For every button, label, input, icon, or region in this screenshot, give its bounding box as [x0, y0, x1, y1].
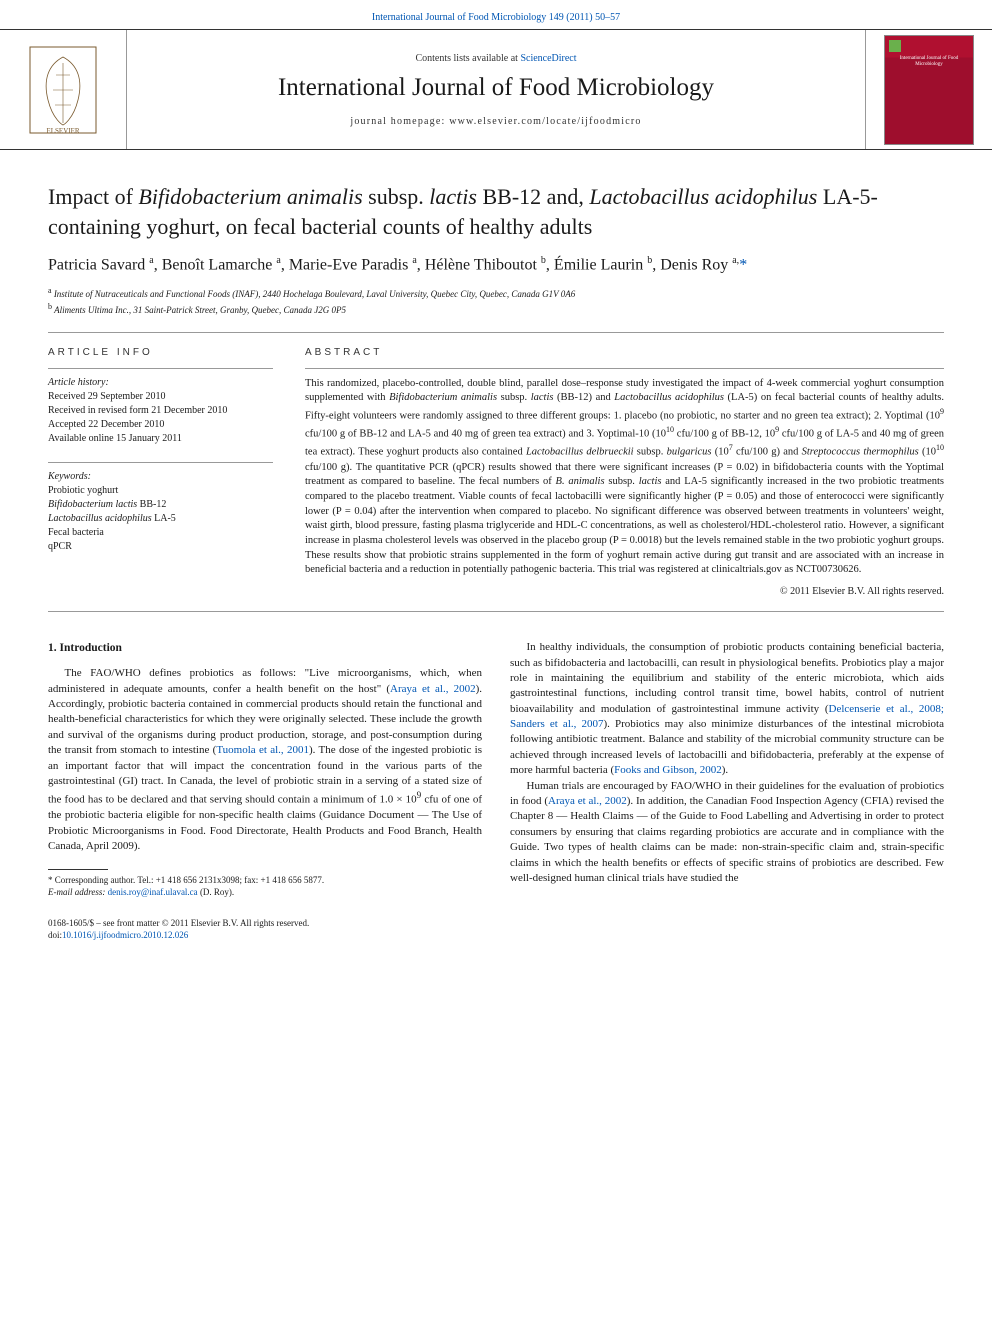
- top-citation-link[interactable]: International Journal of Food Microbiolo…: [372, 12, 620, 23]
- doi-line: doi:10.1016/j.ijfoodmicro.2010.12.026: [48, 929, 482, 942]
- footnote-separator: [48, 869, 108, 870]
- sciencedirect-link[interactable]: ScienceDirect: [520, 53, 576, 64]
- email-label: E-mail address:: [48, 887, 105, 897]
- email-line: E-mail address: denis.roy@inaf.ulaval.ca…: [48, 886, 482, 899]
- article-info-heading: ARTICLE INFO: [48, 347, 273, 358]
- journal-homepage-line: journal homepage: www.elsevier.com/locat…: [137, 116, 855, 127]
- keywords-list: Probiotic yoghurtBifidobacterium lactis …: [48, 484, 273, 554]
- rule-top: [48, 332, 944, 333]
- doi-prefix: doi:: [48, 930, 62, 940]
- affiliation-b: b Aliments Ultima Inc., 31 Saint-Patrick…: [48, 301, 944, 318]
- affiliation-a: a Institute of Nutraceuticals and Functi…: [48, 285, 944, 302]
- keywords-label: Keywords:: [48, 471, 273, 482]
- abstract-heading: ABSTRACT: [305, 347, 944, 358]
- doi-link[interactable]: 10.1016/j.ijfoodmicro.2010.12.026: [62, 930, 188, 940]
- history-accepted: Accepted 22 December 2010: [48, 418, 273, 432]
- intro-p1: The FAO/WHO defines probiotics as follow…: [48, 666, 482, 854]
- article-info-column: ARTICLE INFO Article history: Received 2…: [48, 347, 273, 597]
- front-matter-line: 0168-1605/$ – see front matter © 2011 El…: [48, 917, 482, 930]
- authors-line: Patricia Savard a, Benoît Lamarche a, Ma…: [48, 255, 944, 274]
- article-area: Impact of Bifidobacterium animalis subsp…: [0, 150, 992, 962]
- homepage-url: www.elsevier.com/locate/ijfoodmicro: [449, 116, 641, 127]
- elsevier-logo: ELSEVIER: [18, 40, 108, 140]
- email-link[interactable]: denis.roy@inaf.ulaval.ca: [108, 887, 198, 897]
- intro-p3: Human trials are encouraged by FAO/WHO i…: [510, 779, 944, 887]
- footnotes: * Corresponding author. Tel.: +1 418 656…: [48, 874, 482, 899]
- rule-bottom: [48, 611, 944, 612]
- article-history-block: Article history: Received 29 September 2…: [48, 368, 273, 446]
- top-citation-bar: International Journal of Food Microbiolo…: [0, 0, 992, 30]
- cover-thumb-caption: International Journal of Food Microbiolo…: [891, 56, 967, 68]
- bottom-matter: 0168-1605/$ – see front matter © 2011 El…: [48, 917, 482, 942]
- intro-heading: 1. Introduction: [48, 640, 482, 656]
- journal-header-band: ELSEVIER Contents lists available at Sci…: [0, 30, 992, 150]
- journal-cover-thumbnail: International Journal of Food Microbiolo…: [884, 35, 974, 145]
- affiliations: a Institute of Nutraceuticals and Functi…: [48, 285, 944, 318]
- intro-p2: In healthy individuals, the consumption …: [510, 640, 944, 779]
- history-revised: Received in revised form 21 December 201…: [48, 404, 273, 418]
- journal-title: International Journal of Food Microbiolo…: [137, 74, 855, 102]
- article-title: Impact of Bifidobacterium animalis subsp…: [48, 182, 944, 241]
- header-center: Contents lists available at ScienceDirec…: [126, 30, 866, 149]
- history-received: Received 29 September 2010: [48, 390, 273, 404]
- homepage-prefix: journal homepage:: [350, 116, 449, 127]
- history-label: Article history:: [48, 377, 273, 388]
- svg-text:ELSEVIER: ELSEVIER: [46, 127, 79, 135]
- contents-available-line: Contents lists available at ScienceDirec…: [137, 53, 855, 64]
- body-columns: 1. Introduction The FAO/WHO defines prob…: [48, 640, 944, 942]
- history-online: Available online 15 January 2011: [48, 432, 273, 446]
- contents-prefix: Contents lists available at: [415, 53, 520, 64]
- abstract-column: ABSTRACT This randomized, placebo-contro…: [305, 347, 944, 597]
- email-suffix: (D. Roy).: [200, 887, 234, 897]
- history-lines: Received 29 September 2010 Received in r…: [48, 390, 273, 446]
- abstract-body: This randomized, placebo-controlled, dou…: [305, 368, 944, 578]
- info-abstract-row: ARTICLE INFO Article history: Received 2…: [48, 347, 944, 597]
- keywords-block: Keywords: Probiotic yoghurtBifidobacteri…: [48, 462, 273, 554]
- corresponding-author: * Corresponding author. Tel.: +1 418 656…: [48, 874, 482, 887]
- abstract-copyright: © 2011 Elsevier B.V. All rights reserved…: [305, 586, 944, 597]
